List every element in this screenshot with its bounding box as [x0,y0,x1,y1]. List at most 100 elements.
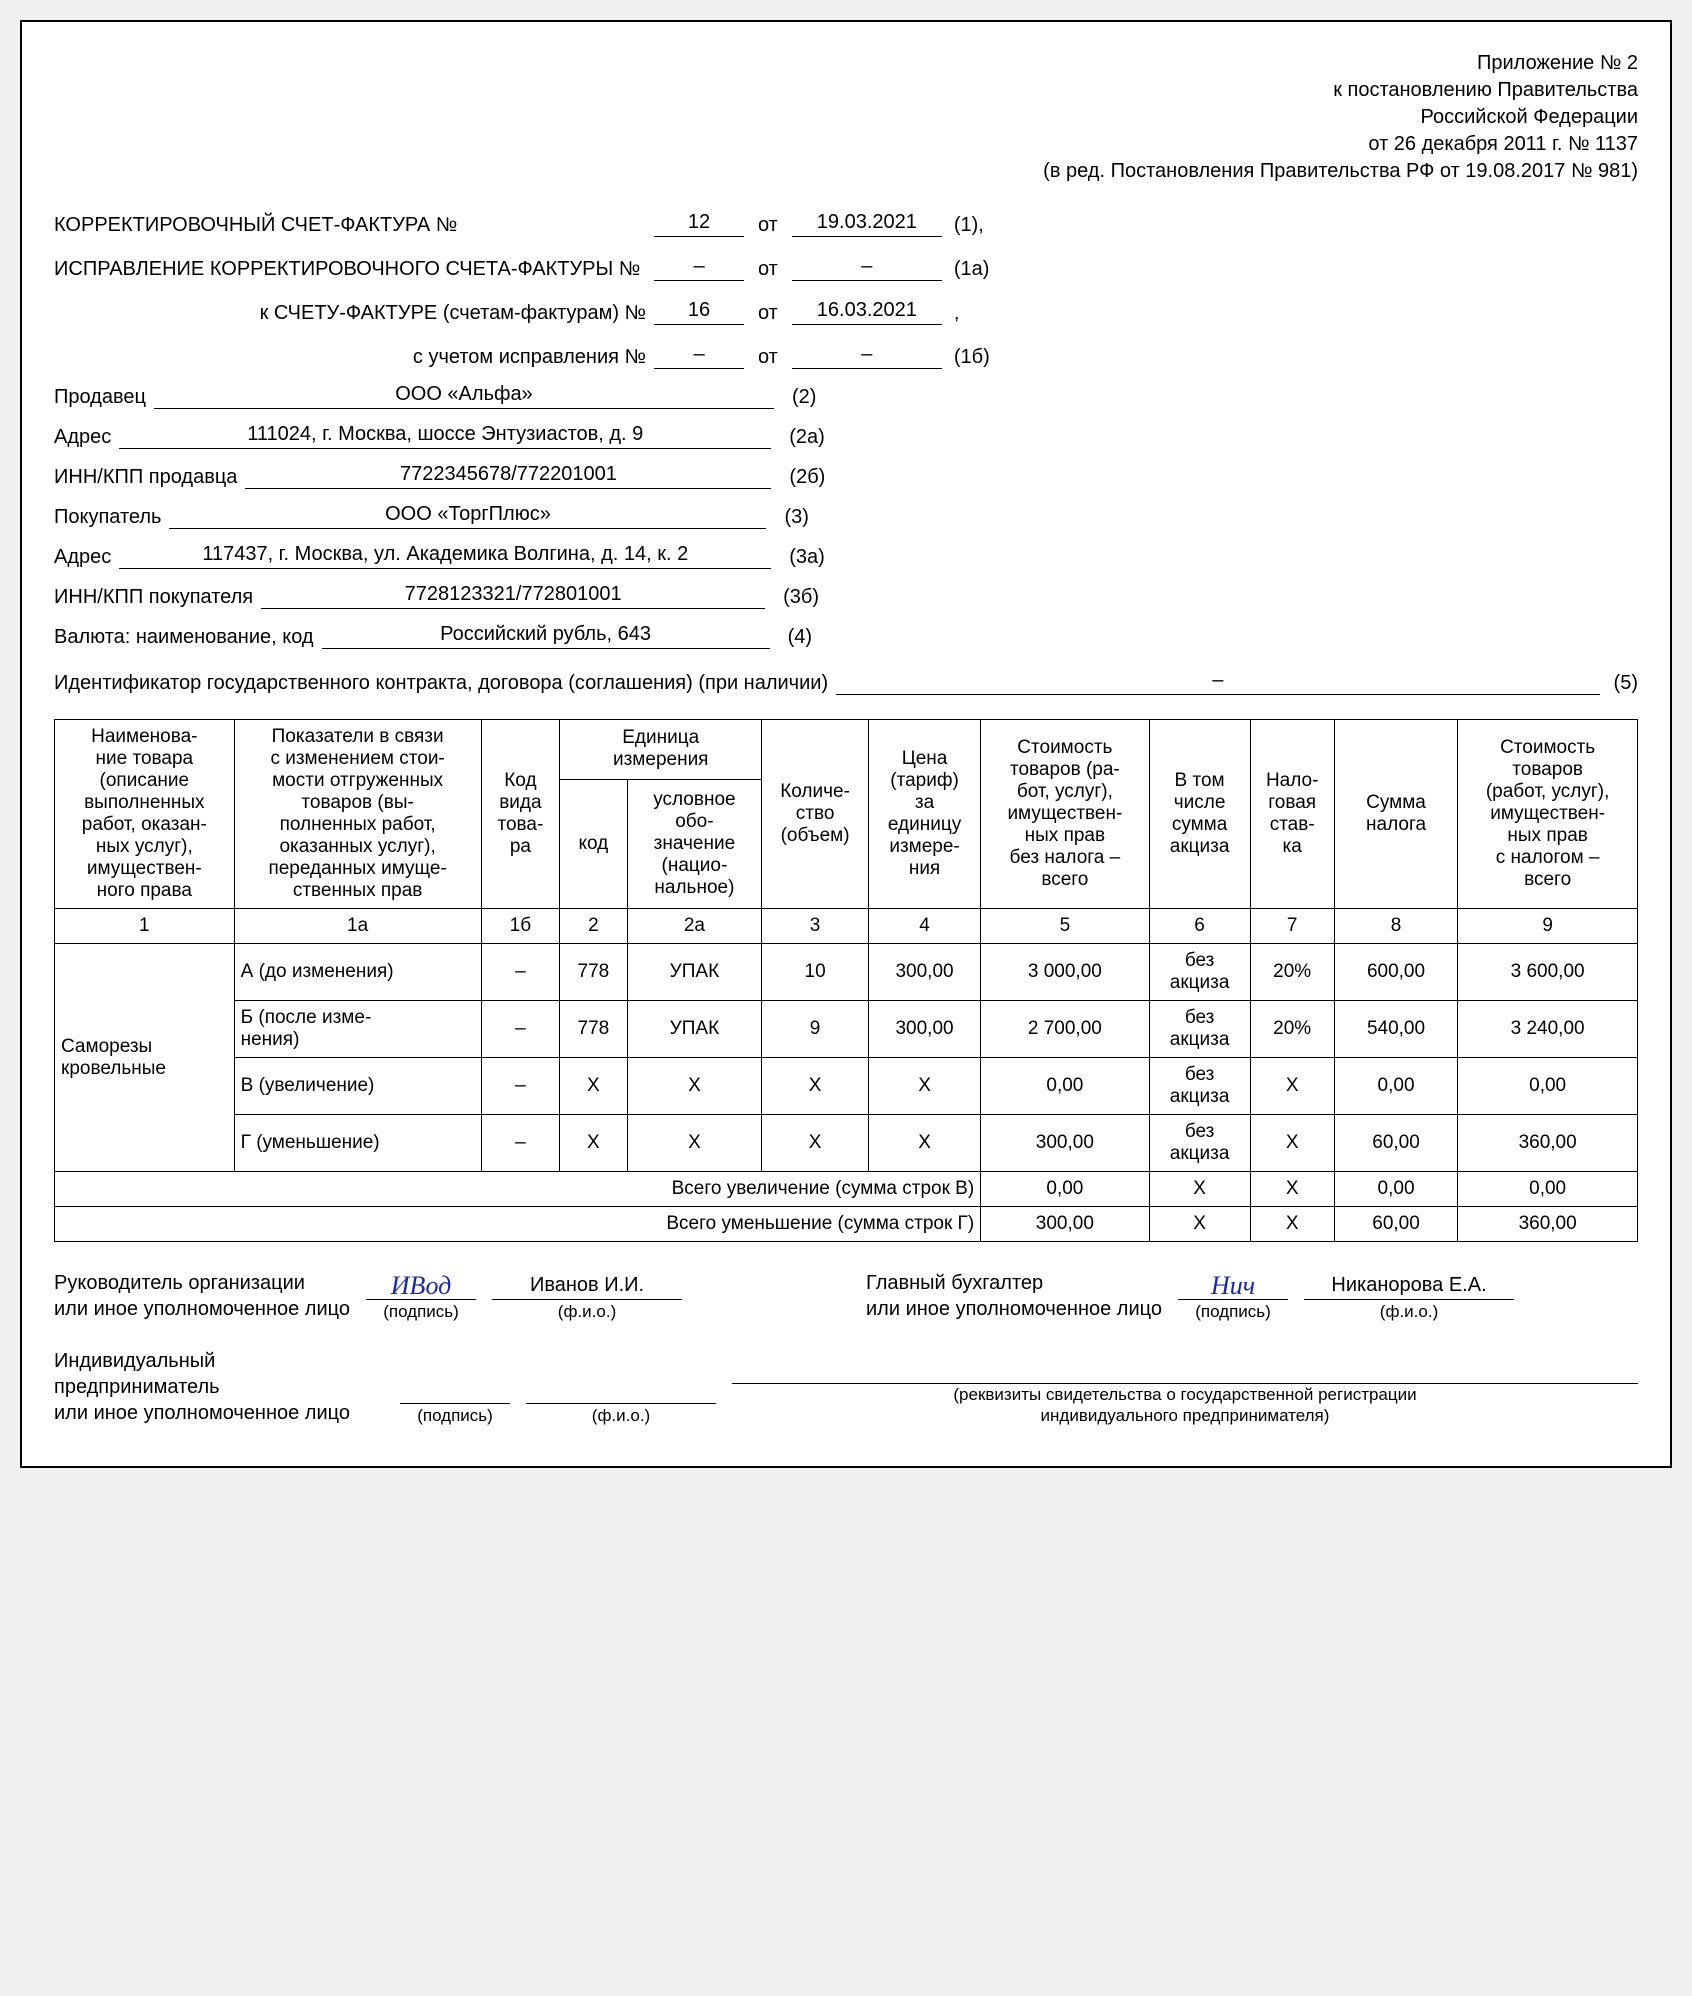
seller-row: Продавец ООО «Альфа» (2) [54,383,1638,409]
currency-row: Валюта: наименование, код Российский руб… [54,623,1638,649]
rv-c5: 0,00 [981,1058,1149,1115]
ra-c8: 600,00 [1334,944,1457,1001]
rv-c6: без акциза [1149,1058,1250,1115]
td-c6: Х [1149,1207,1250,1242]
ra-c1b: – [481,944,560,1001]
inn-s-val: 7722345678/772201001 [245,463,771,489]
h-c1a: Показатели в связи с изменением стои- мо… [234,720,481,909]
ra-c5: 3 000,00 [981,944,1149,1001]
data-row-b: Б (после изме- нения) – 778 УПАК 9 300,0… [55,1001,1638,1058]
acc-sign: Нич [1178,1274,1288,1300]
rg-c2a: Х [627,1115,762,1172]
ra-ind: А (до изменения) [234,944,481,1001]
r1-num: 12 [654,211,744,237]
addr-s-val: 111024, г. Москва, шоссе Энтузиастов, д.… [119,423,771,449]
tot-dec-lbl: Всего уменьшение (сумма строк Г) [55,1207,981,1242]
ip-fio-line [526,1378,716,1404]
rv-c9: 0,00 [1458,1058,1638,1115]
rb-c5: 2 700,00 [981,1001,1149,1058]
h-unit: Единица измерения [560,720,762,780]
n3: 2 [560,909,627,944]
r2-date: – [792,255,942,281]
ra-c4: 300,00 [868,944,980,1001]
acc-cap-fio: (ф.и.о.) [1304,1302,1514,1322]
n8: 6 [1149,909,1250,944]
inn-s-lbl: ИНН/КПП продавца [54,466,245,489]
ip-role: Индивидуальный предприниматель или иное … [54,1348,384,1426]
r2-p: (1а) [942,258,990,281]
n10: 8 [1334,909,1457,944]
sig-manager: Руководитель организации или иное уполно… [54,1270,826,1322]
addr-b-val: 117437, г. Москва, ул. Академика Волгина… [119,543,771,569]
n7: 5 [981,909,1149,944]
h-c5: Стоимость товаров (ра- бот, услуг), имущ… [981,720,1149,909]
n9: 7 [1250,909,1334,944]
ti-c7: Х [1250,1172,1334,1207]
ti-c5: 0,00 [981,1172,1149,1207]
row-to-invoice: к СЧЕТУ-ФАКТУРЕ (счетам-фактурам) № 16 о… [54,291,1638,325]
rb-c7: 20% [1250,1001,1334,1058]
r3-ot: от [744,302,792,325]
ra-c2a: УПАК [627,944,762,1001]
rg-ind: Г (уменьшение) [234,1115,481,1172]
rv-c1b: – [481,1058,560,1115]
r1-label: КОРРЕКТИРОВОЧНЫЙ СЧЕТ-ФАКТУРА № [54,214,654,237]
rv-c2a: Х [627,1058,762,1115]
buyer-lbl: Покупатель [54,506,169,529]
data-row-v: В (увеличение) – Х Х Х Х 0,00 без акциза… [55,1058,1638,1115]
hdr-l2: к постановлению Правительства [54,77,1638,104]
seller-inn-row: ИНН/КПП продавца 7722345678/772201001 (2… [54,463,1638,489]
total-inc-row: Всего увеличение (сумма строк В) 0,00 Х … [55,1172,1638,1207]
buyer-inn-row: ИНН/КПП покупателя 7728123321/772801001 … [54,583,1638,609]
r2-label: ИСПРАВЛЕНИЕ КОРРЕКТИРОВОЧНОГО СЧЕТА-ФАКТ… [54,258,654,281]
seller-lbl: Продавец [54,386,154,409]
rv-c7: Х [1250,1058,1334,1115]
hdr-l4: от 26 декабря 2011 г. № 1137 [54,131,1638,158]
contract-val: – [836,669,1599,695]
data-row-g: Г (уменьшение) – Х Х Х Х 300,00 без акци… [55,1115,1638,1172]
cur-val: Российский рубль, 643 [322,623,770,649]
rv-c4: Х [868,1058,980,1115]
rg-c3: Х [762,1115,869,1172]
rg-c4: Х [868,1115,980,1172]
sig-accountant: Главный бухгалтер или иное уполномоченно… [866,1270,1638,1322]
document-page: Приложение № 2 к постановлению Правитель… [20,20,1672,1468]
rv-ind: В (увеличение) [234,1058,481,1115]
inn-b-p: (3б) [765,586,819,609]
r1-p: (1), [942,214,984,237]
mgr-sign: ИВод [366,1274,476,1300]
rg-c8: 60,00 [1334,1115,1457,1172]
rb-ind: Б (после изме- нения) [234,1001,481,1058]
rv-c3: Х [762,1058,869,1115]
rg-c1b: – [481,1115,560,1172]
acc-cap-sign: (подпись) [1178,1302,1288,1322]
addr-s-lbl: Адрес [54,426,119,449]
td-c8: 60,00 [1334,1207,1457,1242]
rb-c2: 778 [560,1001,627,1058]
tot-inc-lbl: Всего увеличение (сумма строк В) [55,1172,981,1207]
seller-p: (2) [774,386,816,409]
mgr-name: Иванов И.И. [492,1274,682,1300]
h-c7: Нало- говая став- ка [1250,720,1334,909]
r2-num: – [654,255,744,281]
ip-sign-line [400,1378,510,1404]
rb-c1b: – [481,1001,560,1058]
r4-date: – [792,343,942,369]
title-block: КОРРЕКТИРОВОЧНЫЙ СЧЕТ-ФАКТУРА № 12 от 19… [54,203,1638,369]
buyer-row: Покупатель ООО «ТоргПлюс» (3) [54,503,1638,529]
ra-c9: 3 600,00 [1458,944,1638,1001]
h-c1: Наименова- ние товара (описание выполнен… [55,720,235,909]
mgr-cap-sign: (подпись) [366,1302,476,1322]
h-c3: Количе- ство (объем) [762,720,869,909]
acc-role: Главный бухгалтер или иное уполномоченно… [866,1270,1162,1322]
rb-c6: без акциза [1149,1001,1250,1058]
r3-p: , [942,302,960,325]
r1-date: 19.03.2021 [792,211,942,237]
td-c9: 360,00 [1458,1207,1638,1242]
n6: 4 [868,909,980,944]
n1: 1а [234,909,481,944]
inn-b-val: 7728123321/772801001 [261,583,765,609]
rg-c6: без акциза [1149,1115,1250,1172]
table-body: Саморезы кровельные А (до изменения) – 7… [55,944,1638,1242]
ti-c6: Х [1149,1172,1250,1207]
